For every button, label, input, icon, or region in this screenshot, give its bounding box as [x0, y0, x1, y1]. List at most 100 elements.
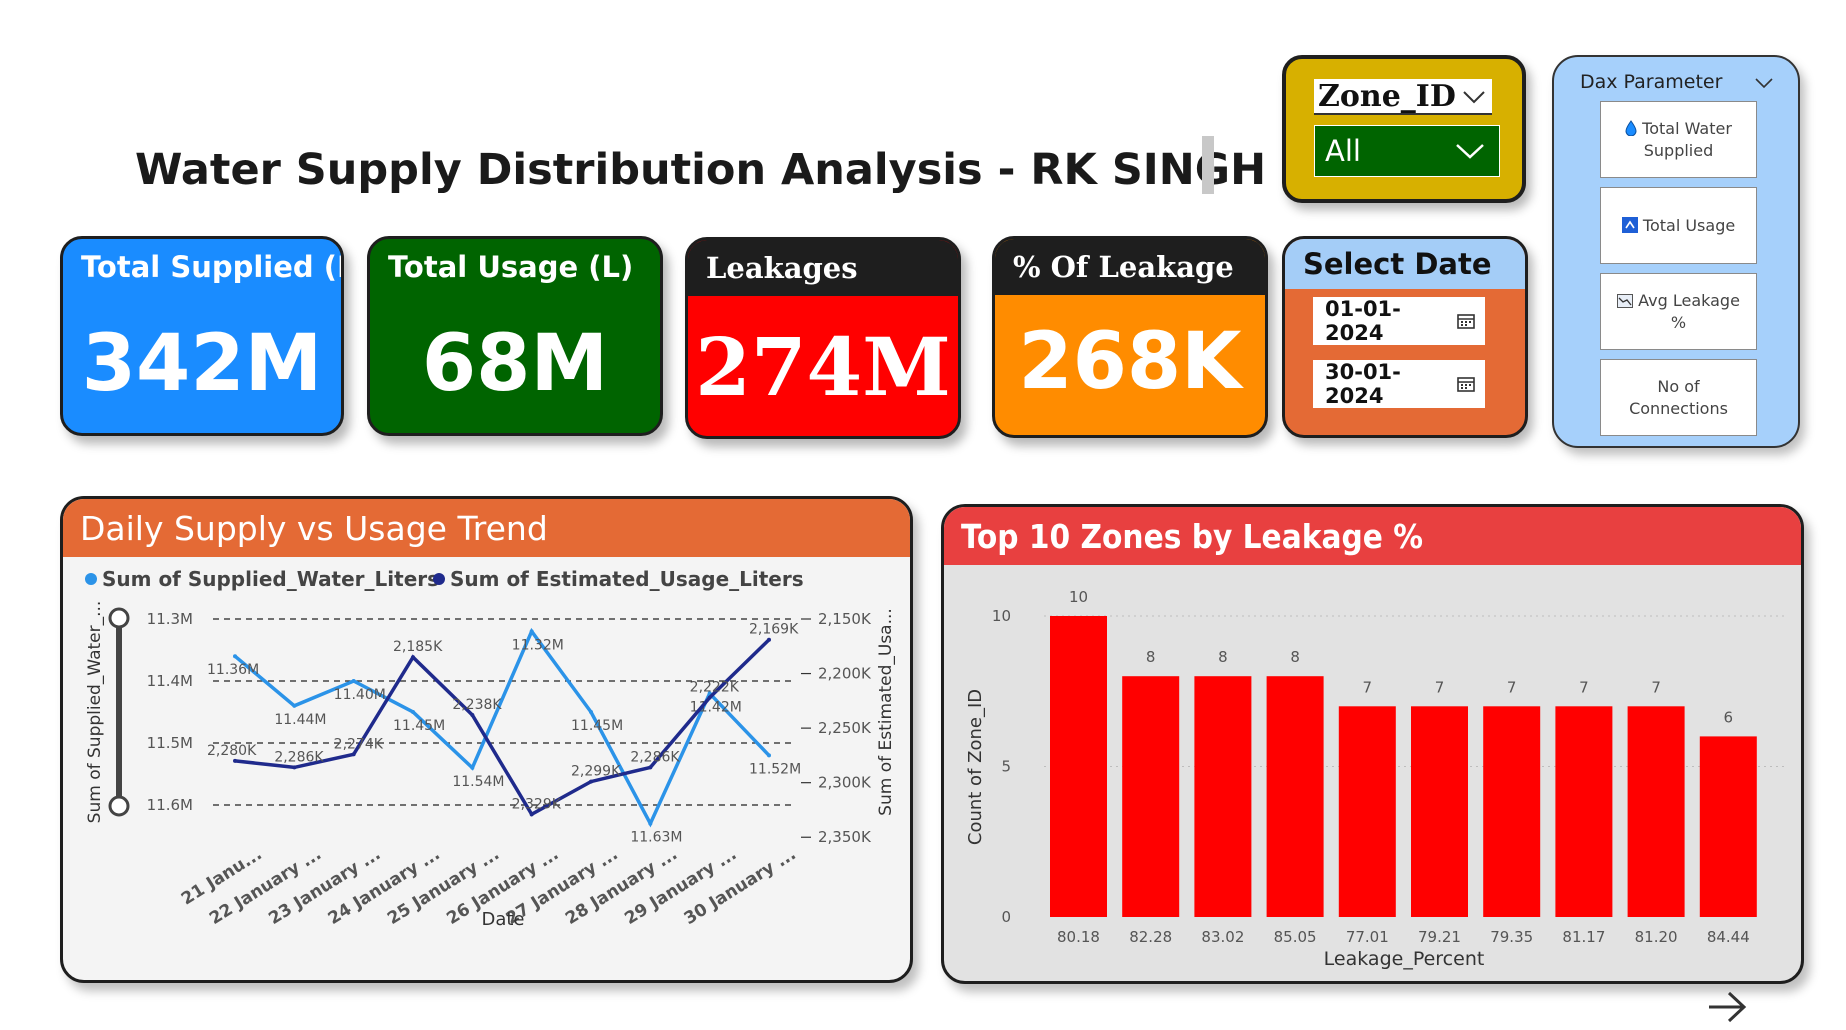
dax-item-no-of-connections[interactable]: No of Connections: [1600, 359, 1757, 436]
y2-axis-title: Sum of Estimated_Usa...: [876, 608, 896, 816]
data-point: [411, 710, 415, 714]
leakage-bar-panel: Top 10 Zones by Leakage % 0 5 10 Count of Z…: [941, 504, 1804, 984]
bar-value-label: 8: [1290, 648, 1300, 666]
bar: [1050, 616, 1107, 917]
dax-item-label: Total Usage: [1642, 215, 1736, 235]
y2-tick-label: 2,350K: [818, 828, 872, 846]
data-label: 2,286K: [274, 749, 324, 765]
line-chart-icon: [1617, 293, 1634, 308]
kpi-leakages[interactable]: Leakages 274M: [685, 237, 961, 439]
x-tick-label: 83.02: [1201, 928, 1244, 946]
data-point: [589, 710, 593, 714]
zoom-slider-handle: [108, 607, 130, 629]
bar: [1266, 676, 1324, 917]
bar: [1411, 706, 1468, 917]
zone-filter-slicer: Zone_ID All: [1282, 55, 1526, 203]
bar-value-label: 7: [1435, 678, 1445, 696]
calendar-icon[interactable]: [1457, 376, 1475, 392]
kpi-pct-leakage[interactable]: % Of Leakage 268K: [992, 236, 1268, 438]
bar: [1627, 706, 1685, 917]
data-label: 2,286K: [630, 749, 680, 765]
data-label: 11.63M: [630, 830, 682, 846]
series-line: [234, 638, 771, 817]
bar: [1194, 676, 1252, 917]
series-line: [233, 627, 771, 828]
x-tick-label: 77.01: [1346, 928, 1389, 946]
y-axis-title: Count of Zone_ID: [965, 689, 986, 845]
data-label: 11.32M: [512, 637, 564, 653]
dax-item-label: No of Connections: [1629, 376, 1728, 418]
end-date-value: 30-01-2024: [1325, 360, 1401, 408]
data-label: 2,280K: [207, 743, 257, 759]
data-label: 11.52M: [749, 761, 801, 777]
y-tick-label: 11.4M: [147, 672, 193, 690]
trend-chart-panel: Daily Supply vs Usage Trend Sum of Suppl…: [60, 496, 913, 983]
data-point: [470, 713, 475, 718]
x-tick-label: 84.44: [1707, 928, 1750, 946]
dax-item-total-usage[interactable]: Total Usage: [1600, 187, 1757, 264]
y-tick-label: 0: [1001, 908, 1011, 926]
data-label: 2,329K: [512, 796, 562, 812]
data-label: 2,185K: [393, 639, 443, 655]
data-point: [233, 654, 237, 659]
data-point: [292, 765, 297, 770]
zoom-slider-handle: [108, 795, 130, 817]
trend-line-chart: Sum of Supplied_Water_Liters Sum of Estim…: [85, 567, 896, 930]
x-tick-label: 85.05: [1274, 928, 1317, 946]
bar: [1122, 676, 1180, 917]
kpi-total-supplied[interactable]: Total Supplied (L) 342M: [60, 236, 344, 436]
y-tick-label: 5: [1001, 758, 1011, 776]
data-point: [767, 637, 771, 642]
data-label: 11.45M: [571, 718, 623, 734]
data-label: 2,274K: [334, 736, 384, 752]
zone-filter-selected: All: [1325, 134, 1361, 168]
data-label: 2,238K: [452, 697, 502, 713]
start-date-input[interactable]: 01-01-2024: [1313, 297, 1485, 345]
y-tick-label: 11.3M: [147, 610, 193, 628]
legend-label: Sum of Estimated_Usage_Liters: [450, 567, 804, 591]
bar-value-label: 8: [1146, 648, 1156, 666]
bar-value-label: 8: [1218, 648, 1228, 666]
data-label: 2,169K: [749, 622, 799, 638]
kpi-total-usage[interactable]: Total Usage (L) 68M: [367, 236, 663, 436]
legend-marker: [85, 573, 97, 585]
data-point: [233, 758, 237, 763]
y-tick-label: 11.6M: [147, 796, 193, 814]
data-point: [529, 629, 534, 634]
x-axis-title: Date: [481, 909, 524, 930]
date-filter-label: Select Date: [1285, 239, 1525, 289]
bar: [1483, 706, 1541, 917]
data-point: [411, 655, 415, 660]
x-tick-label: 81.20: [1635, 928, 1678, 946]
dax-item-label: Avg Leakage %: [1638, 290, 1740, 332]
bar: [1338, 706, 1396, 917]
bar-value-label: 7: [1579, 678, 1589, 696]
legend-label: Sum of Supplied_Water_Liters: [102, 567, 439, 591]
chevron-down-icon[interactable]: [1754, 77, 1774, 89]
x-tick-label: 79.21: [1418, 928, 1461, 946]
zone-filter-header[interactable]: Zone_ID: [1314, 79, 1492, 115]
bar-value-label: 6: [1724, 708, 1734, 726]
dax-item-avg-leakage[interactable]: Avg Leakage %: [1600, 273, 1757, 350]
bar-value-label: 10: [1069, 588, 1088, 606]
chevron-down-icon: [1456, 144, 1484, 159]
start-date-value: 01-01-2024: [1325, 297, 1401, 345]
dax-item-total-water-supplied[interactable]: Total Water Supplied: [1600, 101, 1757, 178]
y-tick-label: 10: [992, 607, 1011, 625]
data-point: [351, 752, 356, 757]
kpi-leakages-label: Leakages: [688, 240, 958, 296]
y-tick-label: 11.5M: [147, 734, 193, 752]
date-filter-slicer: Select Date 01-01-2024 30-01-2024: [1282, 236, 1528, 438]
kpi-pct-leakage-label: % Of Leakage: [995, 239, 1265, 295]
bar: [1699, 736, 1757, 917]
chevron-down-icon[interactable]: [1462, 89, 1486, 105]
y2-tick-label: 2,300K: [818, 774, 872, 792]
data-point: [648, 821, 653, 826]
zone-filter-dropdown[interactable]: All: [1314, 125, 1500, 177]
usage-icon: [1621, 216, 1638, 233]
bar: [1555, 706, 1613, 917]
data-label: 11.36M: [207, 662, 259, 678]
next-page-arrow-icon[interactable]: [1707, 990, 1747, 1024]
end-date-input[interactable]: 30-01-2024: [1313, 360, 1485, 408]
calendar-icon[interactable]: [1457, 313, 1475, 329]
